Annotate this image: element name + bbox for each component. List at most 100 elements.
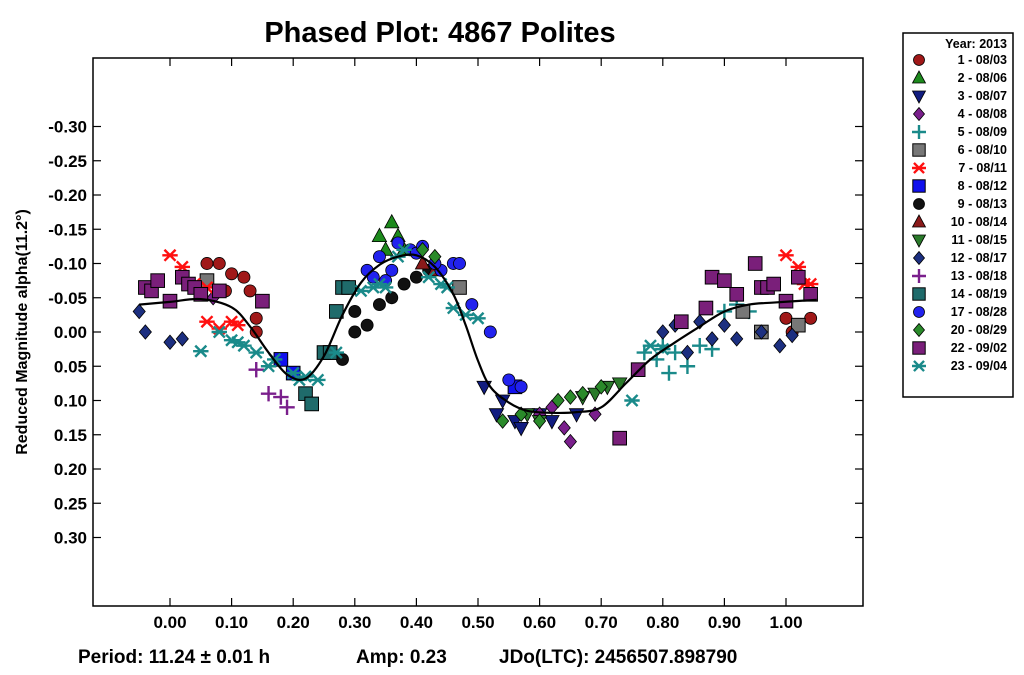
y-tick-label: 0.20 — [54, 460, 87, 479]
data-point — [692, 338, 708, 354]
data-point — [199, 315, 215, 329]
series-13 — [248, 361, 295, 416]
plot-area — [92, 57, 864, 607]
legend-item: 12 - 08/17 — [912, 250, 1007, 266]
legend-marker — [913, 54, 925, 66]
legend-marker — [912, 250, 926, 266]
legend-marker — [912, 143, 926, 157]
legend-marker — [912, 322, 926, 338]
data-point — [470, 311, 486, 325]
data-point — [304, 396, 319, 412]
x-tick-label: 0.20 — [277, 613, 310, 632]
legend-marker — [912, 162, 926, 174]
legend-item: 17 - 08/28 — [913, 305, 1007, 319]
data-point — [730, 331, 744, 347]
legend-label: 4 - 08/08 — [958, 107, 1007, 121]
data-point — [576, 385, 590, 402]
legend-marker — [912, 179, 926, 193]
data-point — [360, 318, 374, 332]
legend-label: 6 - 08/10 — [958, 143, 1007, 157]
data-point — [513, 421, 529, 437]
chart-title: Phased Plot: 4867 Polites — [264, 17, 615, 49]
data-point — [496, 413, 510, 429]
legend-marker — [911, 70, 927, 84]
data-point — [563, 389, 577, 405]
y-tick-label: -0.15 — [48, 220, 87, 239]
data-point — [372, 298, 386, 312]
legend-label: 23 - 09/04 — [951, 359, 1007, 373]
data-point — [514, 380, 528, 394]
legend-item: 13 - 08/18 — [912, 269, 1007, 283]
data-point — [162, 248, 178, 262]
data-point — [414, 254, 431, 270]
data-point — [230, 318, 246, 332]
x-tick-label: 0.90 — [708, 613, 741, 632]
data-point — [348, 305, 362, 318]
series-20 — [415, 242, 608, 429]
y-tick-label: 0.25 — [54, 494, 87, 513]
y-tick-label: -0.20 — [48, 186, 87, 205]
data-point — [563, 433, 577, 450]
legend-item: 7 - 08/11 — [912, 161, 1007, 175]
y-tick-label: 0.30 — [54, 529, 87, 548]
data-point — [193, 287, 209, 302]
legend-label: 20 - 08/29 — [951, 323, 1007, 337]
data-point — [279, 399, 295, 416]
data-point — [705, 331, 719, 347]
data-point — [138, 324, 152, 340]
legend-label: 8 - 08/12 — [958, 179, 1007, 193]
data-points-layer — [132, 213, 819, 450]
data-point — [385, 291, 399, 305]
x-tick-label: 0.10 — [215, 613, 248, 632]
data-point — [754, 324, 768, 340]
data-point — [255, 293, 270, 309]
legend-label: 22 - 09/02 — [951, 341, 1007, 355]
data-point — [163, 334, 177, 351]
legend-marker — [912, 269, 926, 283]
data-point — [483, 325, 497, 339]
legend-marker — [912, 360, 926, 372]
data-point — [385, 263, 399, 277]
y-tick-label: -0.10 — [48, 255, 87, 274]
plot-frame — [92, 57, 864, 607]
legend-label: 10 - 08/14 — [951, 215, 1007, 229]
data-point — [717, 317, 731, 333]
data-point — [212, 257, 226, 270]
data-point — [785, 327, 799, 344]
legend-item: 9 - 08/13 — [913, 197, 1007, 211]
data-point — [211, 325, 227, 339]
data-point — [372, 250, 386, 264]
data-point — [717, 273, 732, 288]
y-tick-label: 0.05 — [54, 357, 87, 376]
data-point — [383, 213, 400, 229]
data-point — [396, 243, 412, 257]
legend-item: 14 - 08/19 — [912, 287, 1007, 301]
series-12 — [132, 303, 799, 361]
data-point — [791, 317, 806, 333]
legend-item: 5 - 08/09 — [912, 125, 1007, 139]
y-tick-label: -0.30 — [48, 118, 87, 137]
data-point — [236, 339, 252, 353]
amplitude-readout: Amp: 0.23 — [356, 647, 447, 668]
legend-label: 1 - 08/03 — [958, 53, 1007, 67]
data-point — [667, 344, 683, 361]
legend-items: 1 - 08/03 2 - 08/06 3 - 08/07 4 - 08/08 5 - … — [911, 53, 1007, 373]
data-point — [457, 308, 474, 322]
x-tick-label: 0.40 — [400, 613, 433, 632]
legend-item: 3 - 08/07 — [911, 89, 1007, 104]
data-point — [211, 283, 227, 299]
x-tick-label: 1.00 — [769, 613, 802, 632]
y-axis-label: Reduced Magnitude alpha(11.2°) — [14, 209, 31, 455]
legend-item: 1 - 08/03 — [913, 53, 1007, 67]
data-point — [248, 346, 264, 359]
data-point — [804, 311, 818, 325]
period-readout: Period: 11.24 ± 0.01 h — [78, 647, 270, 668]
y-tick-label: 0.00 — [54, 323, 87, 342]
data-point — [465, 298, 479, 312]
x-tick-label: 0.00 — [153, 613, 186, 632]
data-point — [661, 365, 677, 381]
data-point — [248, 361, 264, 378]
data-point — [673, 314, 689, 330]
legend-item: 10 - 08/14 — [911, 214, 1007, 229]
